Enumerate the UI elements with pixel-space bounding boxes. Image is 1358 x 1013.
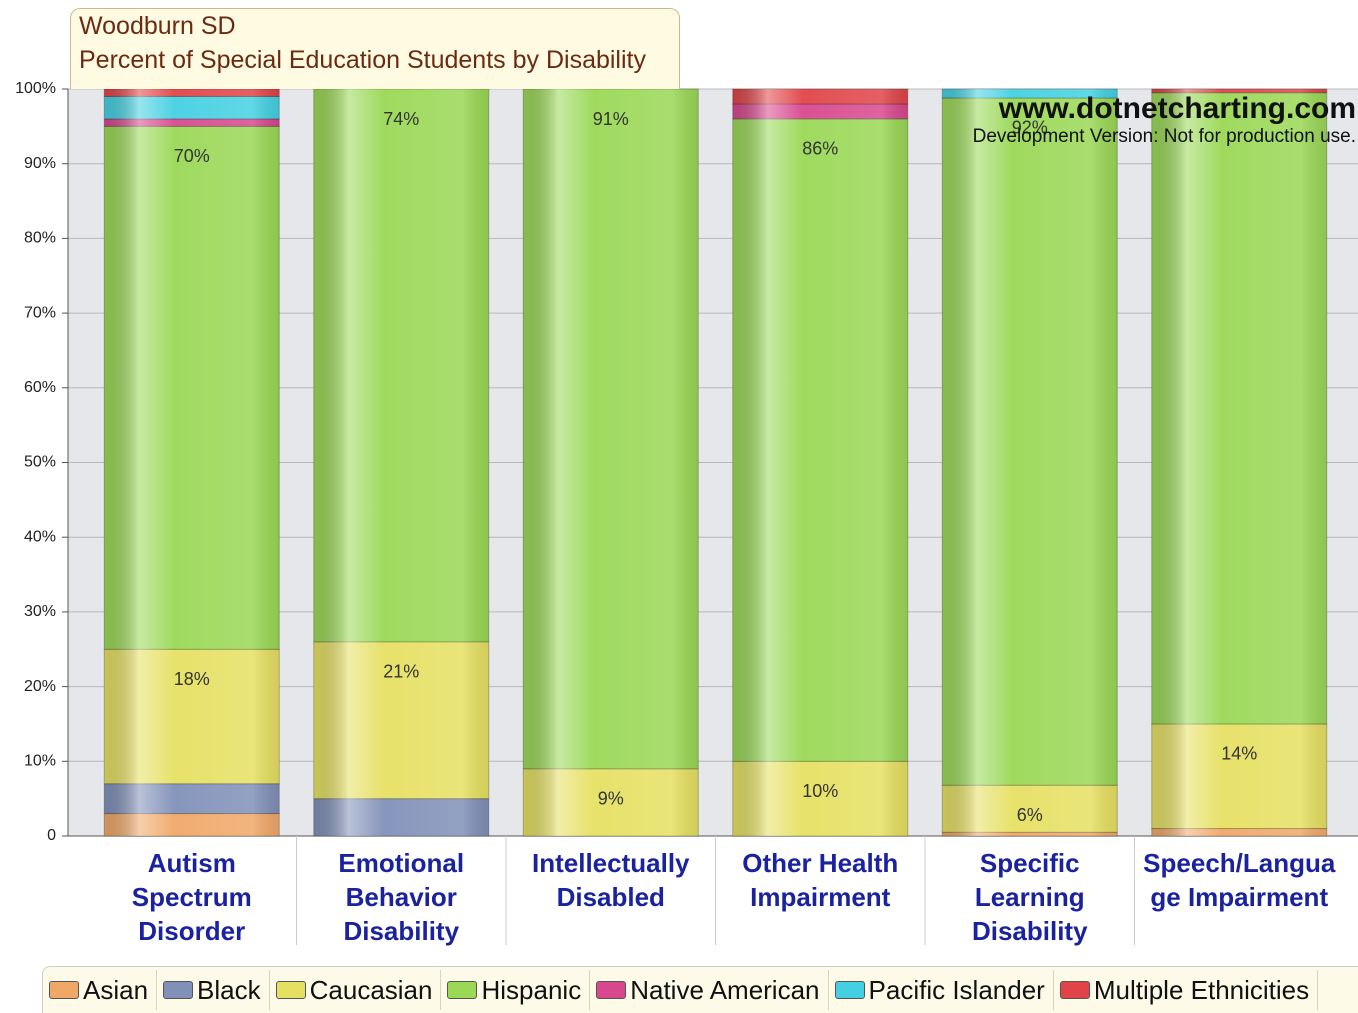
bar-segment bbox=[103, 783, 280, 815]
legend-swatch bbox=[834, 981, 865, 999]
x-tick-label: Emotional Behavior Disability bbox=[338, 848, 465, 946]
bar-segment bbox=[103, 118, 280, 127]
legend-item: Caucasian bbox=[270, 970, 442, 1010]
legend-label: Native American bbox=[630, 974, 820, 1005]
value-label: 6% bbox=[1017, 805, 1043, 825]
legend-item: Hispanic bbox=[441, 970, 591, 1010]
legend-swatch bbox=[1059, 981, 1090, 999]
x-tick-label: Intellectually Disabled bbox=[532, 848, 690, 912]
legend-label: Pacific Islander bbox=[868, 974, 1045, 1005]
chart-title: Woodburn SD bbox=[79, 12, 236, 40]
legend-label: Multiple Ethnicities bbox=[1093, 974, 1310, 1005]
legend-item: Pacific Islander bbox=[829, 970, 1054, 1010]
bar-segment bbox=[732, 103, 909, 120]
y-tick-label: 10% bbox=[24, 753, 56, 770]
y-tick-label: 80% bbox=[24, 230, 56, 247]
value-label: 14% bbox=[1221, 744, 1257, 764]
bar-segment bbox=[941, 97, 1118, 786]
bar-segment bbox=[1151, 723, 1328, 830]
x-tick-label: Speech/Language Impairment bbox=[1143, 848, 1336, 912]
legend-swatch bbox=[163, 981, 194, 999]
legend-item: Native American bbox=[590, 970, 829, 1010]
y-tick-label: 90% bbox=[24, 155, 56, 172]
y-tick-label: 40% bbox=[24, 528, 56, 545]
x-tick-label: Specific Learning Disability bbox=[971, 848, 1088, 946]
bar-segment bbox=[1151, 828, 1328, 837]
value-label: 92% bbox=[1012, 118, 1048, 138]
x-tick-label: Autism Spectrum Disorder bbox=[131, 848, 252, 946]
bar-segment bbox=[941, 831, 1118, 837]
bar-segment bbox=[103, 88, 280, 97]
legend-item: Multiple Ethnicities bbox=[1054, 970, 1319, 1010]
legend-label: Black bbox=[197, 974, 261, 1005]
legend-swatch bbox=[49, 981, 79, 999]
value-label: 86% bbox=[802, 139, 838, 159]
bar-segment bbox=[1151, 92, 1328, 725]
bar-segment bbox=[732, 88, 909, 105]
legend-label: Asian bbox=[83, 974, 149, 1005]
legend-label: Hispanic bbox=[481, 974, 582, 1005]
value-label: 10% bbox=[802, 781, 838, 801]
legend-swatch bbox=[447, 981, 478, 999]
y-tick-label: 100% bbox=[15, 80, 56, 97]
legend-item: Asian bbox=[43, 970, 158, 1010]
legend: Asian Black Caucasian Hispanic Native Americ… bbox=[42, 966, 1358, 1013]
y-tick-label: 30% bbox=[24, 603, 56, 620]
value-label: 74% bbox=[383, 109, 419, 129]
legend-swatch bbox=[275, 981, 306, 999]
bar-segment bbox=[522, 88, 699, 770]
value-label: 9% bbox=[598, 789, 624, 809]
bar-segment bbox=[103, 95, 280, 120]
value-label: 70% bbox=[174, 146, 210, 166]
watermark-note: Development Version: Not for production … bbox=[972, 126, 1356, 147]
value-label: 91% bbox=[593, 109, 629, 129]
y-tick-label: 50% bbox=[24, 454, 56, 471]
value-label: 21% bbox=[383, 662, 419, 682]
legend-label: Caucasian bbox=[309, 974, 433, 1005]
y-tick-label: 0 bbox=[47, 827, 56, 844]
bar-segment bbox=[313, 88, 490, 643]
bar-segment bbox=[313, 798, 490, 837]
bar-segment bbox=[103, 125, 280, 650]
y-tick-label: 70% bbox=[24, 304, 56, 321]
title-box: Woodburn SD Percent of Special Education… bbox=[70, 8, 680, 89]
legend-item: Black bbox=[157, 970, 270, 1010]
bar-segment bbox=[732, 118, 909, 762]
chart-subtitle: Percent of Special Education Students by… bbox=[79, 46, 646, 74]
y-tick-label: 20% bbox=[24, 678, 56, 695]
x-tick-label: Other Health Impairment bbox=[742, 848, 899, 912]
bar-segment bbox=[103, 813, 280, 837]
value-label: 18% bbox=[174, 669, 210, 689]
watermark: www.dotnetcharting.com bbox=[998, 92, 1356, 125]
y-tick-label: 60% bbox=[24, 379, 56, 396]
legend-swatch bbox=[596, 981, 627, 999]
